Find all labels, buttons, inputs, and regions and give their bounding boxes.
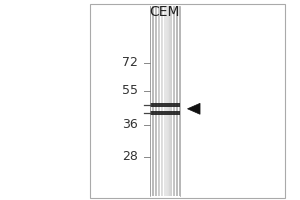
Bar — [154, 6, 155, 196]
Bar — [153, 6, 154, 196]
Bar — [158, 6, 159, 196]
Bar — [171, 6, 172, 196]
Bar — [151, 6, 152, 196]
Bar — [164, 6, 165, 196]
Bar — [170, 6, 171, 196]
Text: 55: 55 — [122, 84, 138, 97]
Polygon shape — [188, 103, 200, 114]
Text: CEM: CEM — [150, 5, 180, 19]
Bar — [155, 6, 156, 196]
Bar — [90, 4, 285, 198]
Bar — [166, 6, 167, 196]
Bar — [150, 111, 180, 115]
Bar — [167, 6, 168, 196]
Bar — [150, 103, 180, 107]
Bar — [175, 6, 176, 196]
Bar — [150, 6, 151, 196]
Bar — [165, 6, 166, 196]
Bar — [173, 6, 174, 196]
Bar — [162, 6, 163, 196]
Bar — [169, 6, 170, 196]
Text: 72: 72 — [122, 56, 138, 70]
Bar — [169, 6, 170, 196]
Bar — [157, 6, 158, 196]
Bar — [152, 6, 153, 196]
Bar — [161, 6, 162, 196]
Bar — [176, 6, 177, 196]
Bar — [177, 6, 178, 196]
Bar — [156, 6, 157, 196]
Bar — [160, 6, 161, 196]
Text: 36: 36 — [122, 118, 138, 132]
Bar — [168, 6, 169, 196]
Bar — [179, 6, 180, 196]
Text: 28: 28 — [122, 150, 138, 164]
Bar — [174, 6, 175, 196]
Bar — [172, 6, 173, 196]
Bar — [178, 6, 179, 196]
Bar — [159, 6, 160, 196]
Bar — [163, 6, 164, 196]
